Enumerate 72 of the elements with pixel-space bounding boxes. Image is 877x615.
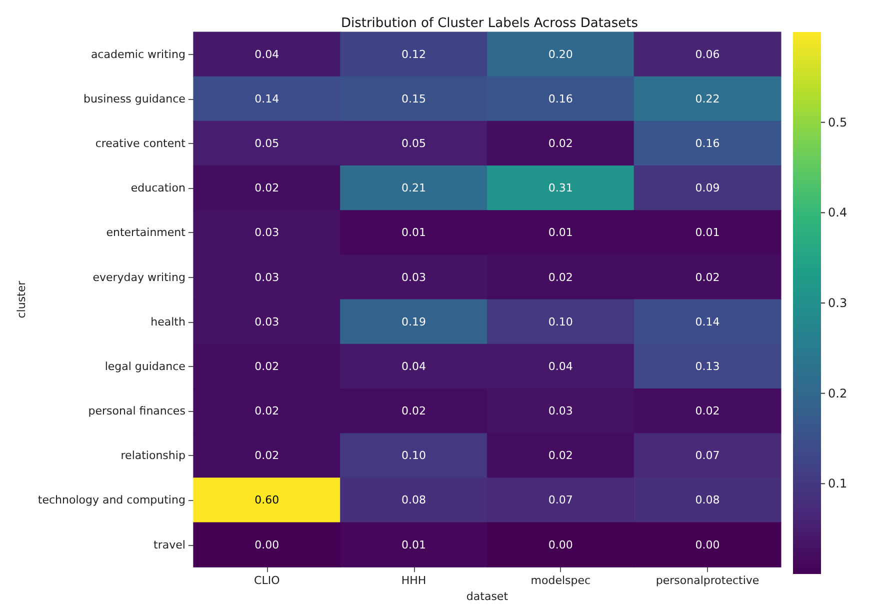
data-label: 0.21 [402, 182, 426, 195]
data-label: 0.19 [402, 315, 426, 328]
data-label: 0.10 [548, 315, 573, 328]
data-label: 0.02 [402, 404, 426, 418]
data-label: 0.60 [254, 494, 280, 507]
data-label: 0.00 [695, 538, 720, 552]
data-label: 0.22 [695, 92, 720, 106]
data-label: 0.09 [695, 182, 720, 195]
data-label: 0.02 [695, 404, 720, 418]
data-label: 0.03 [254, 226, 280, 240]
color-bar-label: 0.4 [828, 206, 848, 220]
data-label: 0.13 [695, 360, 720, 373]
data-label: 0.02 [254, 404, 280, 418]
data-label: 0.01 [402, 538, 426, 552]
data-label: 0.12 [402, 48, 426, 61]
data-label: 0.00 [254, 538, 280, 552]
data-label: 0.10 [402, 449, 426, 462]
data-label: 0.15 [402, 92, 426, 106]
data-label: 0.01 [402, 226, 426, 240]
data-label: 0.16 [548, 92, 573, 106]
y-tick-label: health [150, 315, 186, 328]
data-label: 0.14 [695, 315, 720, 328]
data-label: 0.03 [402, 270, 426, 284]
color-bar-label: 0.2 [828, 386, 848, 400]
data-label: 0.02 [254, 360, 280, 373]
y-tick-label: academic writing [90, 48, 186, 61]
data-label: 0.02 [254, 449, 280, 462]
color-bar-label: 0.3 [828, 296, 848, 310]
y-tick-label: entertainment [106, 226, 186, 240]
y-tick-label: legal guidance [104, 360, 186, 373]
color-bar-label: 0.5 [828, 115, 848, 130]
data-label: 0.02 [548, 136, 573, 150]
x-tick-label: CLIO [254, 574, 280, 588]
data-label: 0.20 [548, 48, 573, 61]
y-tick-label: travel [154, 538, 186, 552]
data-label: 0.01 [695, 226, 720, 240]
x-tick-label: HHH [401, 574, 426, 588]
y-tick-label: education [130, 182, 186, 195]
data-label: 0.05 [402, 136, 426, 150]
data-label: 0.04 [548, 360, 573, 373]
x-tick-label: modelspec [530, 574, 591, 588]
data-label: 0.04 [402, 360, 426, 373]
x-axis-title: dataset [466, 590, 509, 603]
data-label: 0.02 [548, 449, 573, 462]
data-label: 0.03 [254, 270, 280, 284]
y-tick-label: business guidance [83, 92, 186, 106]
x-tick-label: personalprotective [656, 574, 760, 588]
data-label: 0.31 [548, 182, 573, 195]
chart-title: Distribution of Cluster Labels Across Datasets [340, 16, 638, 31]
data-label: 0.14 [254, 92, 280, 106]
data-label: 0.08 [695, 494, 720, 507]
data-label: 0.07 [695, 449, 720, 462]
data-label: 0.04 [254, 48, 280, 61]
data-label: 0.02 [254, 182, 280, 195]
y-tick-label: technology and computing [38, 494, 186, 507]
data-label: 0.00 [548, 538, 573, 552]
y-tick-label: relationship [120, 449, 186, 462]
y-tick-label: creative content [95, 136, 186, 150]
data-label: 0.07 [548, 494, 573, 507]
y-axis-title: cluster [15, 280, 28, 318]
data-label: 0.05 [254, 136, 280, 150]
y-tick-label: everyday writing [92, 270, 186, 284]
data-label: 0.03 [254, 315, 280, 328]
data-label: 0.08 [402, 494, 426, 507]
data-label: 0.01 [548, 226, 573, 240]
data-label: 0.16 [695, 136, 720, 150]
y-tick-label: personal finances [88, 404, 186, 418]
data-label: 0.02 [548, 270, 573, 284]
data-label: 0.03 [548, 404, 573, 418]
data-label: 0.06 [695, 48, 720, 61]
data-label: 0.02 [695, 270, 720, 284]
color-bar-label: 0.1 [828, 476, 848, 491]
